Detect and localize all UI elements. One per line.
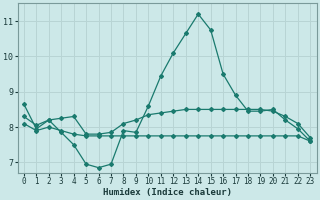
X-axis label: Humidex (Indice chaleur): Humidex (Indice chaleur) <box>103 188 232 197</box>
